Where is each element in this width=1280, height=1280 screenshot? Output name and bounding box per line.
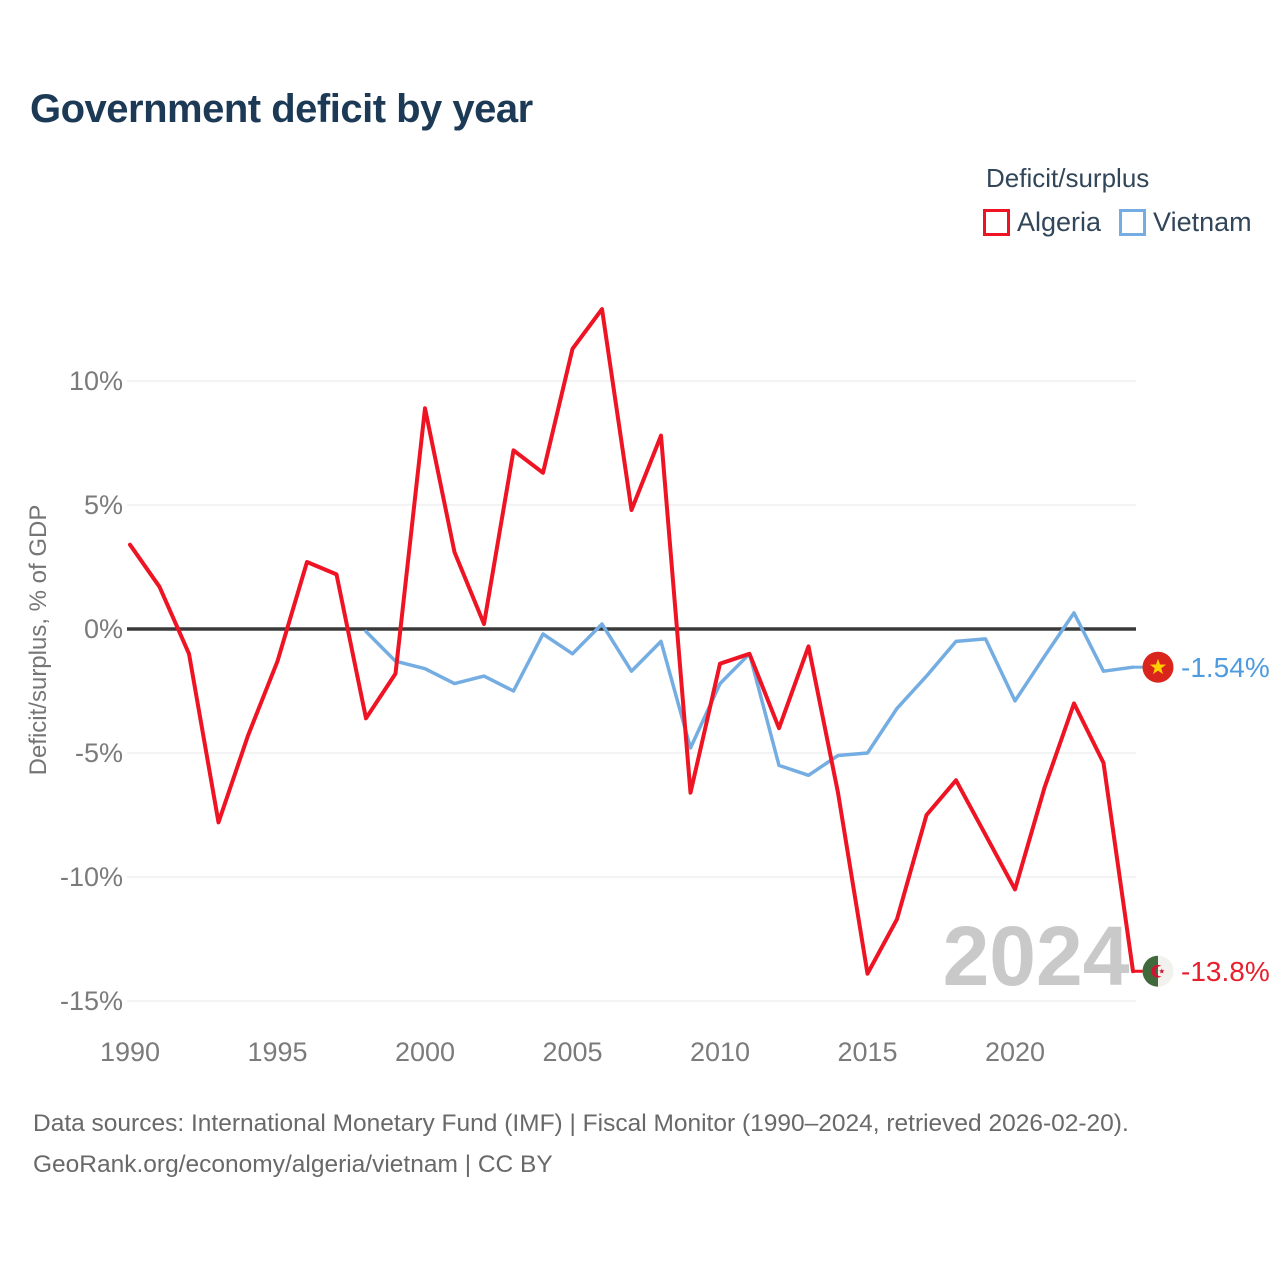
- legend-label-vietnam: Vietnam: [1153, 207, 1252, 237]
- page-title: Government deficit by year: [30, 87, 533, 131]
- y-axis-title: Deficit/surplus, % of GDP: [25, 505, 52, 776]
- x-tick-label: 2000: [395, 1037, 455, 1067]
- algeria-flag-icon: [1142, 955, 1174, 987]
- legend-swatch-algeria: [983, 209, 1010, 236]
- legend-label-algeria: Algeria: [1017, 207, 1102, 237]
- footer: Data sources: International Monetary Fun…: [33, 1103, 1129, 1185]
- x-tick-label: 1990: [100, 1037, 160, 1067]
- end-label-algeria: -13.8%: [1181, 956, 1270, 987]
- x-tick-label: 1995: [247, 1037, 307, 1067]
- algeria-flag-green-half: [1142, 955, 1158, 987]
- legend-swatch-vietnam: [1119, 209, 1147, 236]
- y-tick-label: 10%: [69, 366, 123, 396]
- y-tick-label: -5%: [75, 738, 123, 768]
- y-tick-label: 5%: [84, 490, 123, 520]
- end-label-vietnam: -1.54%: [1181, 652, 1270, 683]
- y-tick-label: 0%: [84, 614, 123, 644]
- series-line-algeria: [128, 307, 1135, 976]
- legend-title: Deficit/surplus: [986, 163, 1150, 193]
- footer-source-line: Data sources: International Monetary Fun…: [33, 1110, 1129, 1137]
- algeria-flag-crescent: [1151, 964, 1165, 978]
- vietnam-flag-icon: [1142, 651, 1174, 683]
- footer-link-line: GeoRank.org/economy/algeria/vietnam | CC…: [33, 1151, 553, 1178]
- y-tick-label: -10%: [60, 862, 123, 892]
- deficit-line-chart: 10% 5% 0% -5% -10% -15% 1990 1995 2000 2005 2010 20…: [25, 307, 1270, 1067]
- legend-row: Algeria Vietnam: [983, 207, 1252, 238]
- legend: Deficit/surplus Algeria Vietnam: [983, 163, 1252, 238]
- watermark-year: 2024: [943, 909, 1130, 1003]
- x-tick-label: 2010: [690, 1037, 750, 1067]
- x-tick-label: 2020: [985, 1037, 1045, 1067]
- x-tick-label: 2015: [837, 1037, 897, 1067]
- y-tick-label: -15%: [60, 986, 123, 1016]
- algeria-flag-star: [1159, 968, 1165, 974]
- series-line-vietnam: [364, 611, 1135, 778]
- x-tick-label: 2005: [542, 1037, 602, 1067]
- vietnam-flag-star: [1149, 658, 1167, 675]
